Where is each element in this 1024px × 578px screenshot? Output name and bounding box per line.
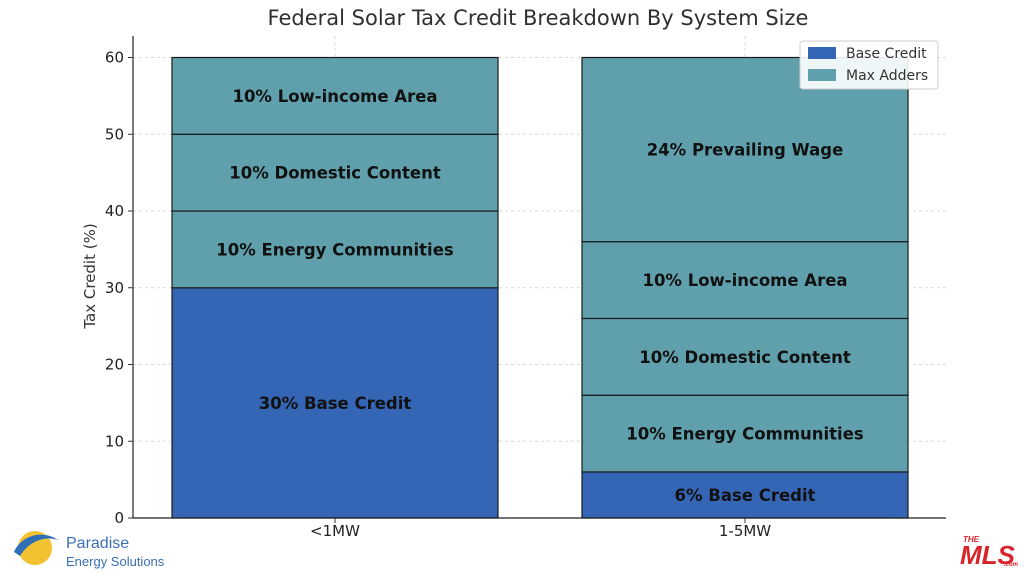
x-tick-label: 1-5MW bbox=[719, 522, 771, 540]
chart-title: Federal Solar Tax Credit Breakdown By Sy… bbox=[268, 6, 809, 30]
bar-segment bbox=[581, 394, 909, 473]
y-tick-label: 30 bbox=[105, 279, 124, 297]
y-tick-label: 10 bbox=[105, 432, 124, 450]
segment-label: 10% Domestic Content bbox=[229, 164, 441, 183]
y-axis-label: Tax Credit (%) bbox=[81, 223, 99, 329]
segment-label: 10% Energy Communities bbox=[626, 425, 864, 444]
mls-logo: THE MLS .com bbox=[960, 535, 1019, 570]
legend: Base Credit Max Adders bbox=[799, 40, 939, 90]
segment-label: 30% Base Credit bbox=[259, 394, 412, 413]
y-tick-label: 50 bbox=[105, 125, 124, 143]
y-tick-labels: 0 10 20 30 40 50 60 bbox=[105, 49, 133, 527]
x-tick-labels: <1MW 1-5MW bbox=[310, 518, 771, 540]
segment-label: 10% Low-income Area bbox=[232, 87, 437, 106]
segment-label: 10% Domestic Content bbox=[639, 348, 851, 367]
segment-label: 6% Base Credit bbox=[674, 486, 815, 505]
legend-label: Max Adders bbox=[846, 68, 928, 84]
bar-segment bbox=[581, 317, 909, 396]
company-logo: Paradise Energy Solutions bbox=[14, 531, 165, 569]
y-tick-label: 40 bbox=[105, 202, 124, 220]
segment-label: 10% Energy Communities bbox=[216, 240, 454, 259]
company-subtitle: Energy Solutions bbox=[66, 554, 165, 569]
mls-text: MLS bbox=[960, 540, 1016, 570]
swoosh-icon bbox=[14, 534, 58, 556]
y-tick-label: 20 bbox=[105, 356, 124, 374]
mls-com: .com bbox=[1004, 562, 1019, 568]
segment-label: 24% Prevailing Wage bbox=[647, 141, 844, 160]
y-tick-label: 0 bbox=[114, 509, 124, 527]
segment-label: 10% Low-income Area bbox=[642, 271, 847, 290]
axes bbox=[132, 36, 946, 519]
y-tick-label: 60 bbox=[105, 49, 124, 67]
legend-label: Base Credit bbox=[846, 46, 927, 62]
bar-segment bbox=[171, 210, 499, 289]
mls-the: THE bbox=[963, 535, 980, 544]
legend-swatch bbox=[808, 69, 836, 81]
bar-segment bbox=[171, 56, 499, 135]
company-name: Paradise bbox=[66, 535, 129, 552]
legend-swatch bbox=[808, 47, 836, 59]
bars: 30% Base Credit 10% Energy Communities 10%… bbox=[171, 56, 909, 519]
bar-segment bbox=[581, 241, 909, 320]
x-tick-label: <1MW bbox=[310, 522, 360, 540]
